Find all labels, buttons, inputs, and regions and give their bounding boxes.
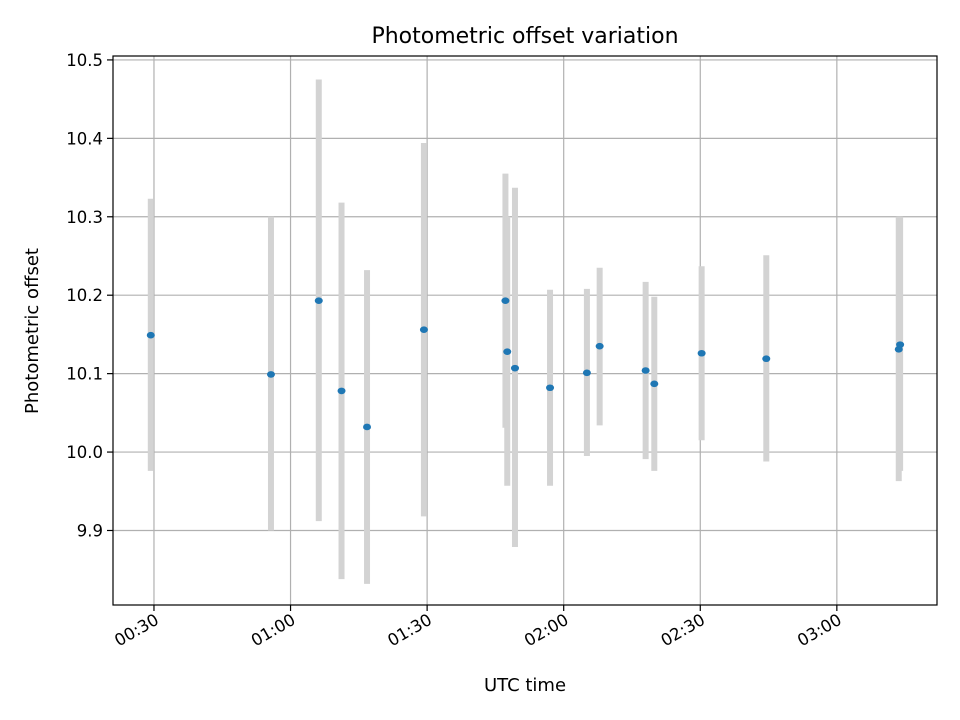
- y-tick-label: 10.2: [66, 286, 103, 305]
- x-axis-label: UTC time: [484, 675, 566, 696]
- y-tick-label: 9.9: [77, 521, 103, 540]
- x-tick-label: 02:30: [658, 610, 709, 650]
- x-tick-label: 01:30: [384, 610, 435, 650]
- y-axis-ticks: 9.9 10.0 10.1 10.2 10.3 10.4 10.5: [66, 51, 113, 540]
- y-axis-label: Photometric offset: [22, 248, 43, 414]
- data-point: [650, 380, 659, 388]
- data-point: [363, 423, 372, 431]
- data-point: [337, 387, 346, 395]
- data-point: [503, 348, 512, 355]
- chart-title: Photometric offset variation: [371, 24, 678, 49]
- data-point: [266, 371, 275, 378]
- x-tick-label: 00:30: [111, 610, 162, 650]
- x-tick-label: 01:00: [248, 610, 299, 650]
- data-point: [762, 355, 771, 363]
- grid-lines: [113, 56, 937, 605]
- y-tick-label: 10.4: [66, 129, 103, 148]
- data-point: [314, 297, 323, 304]
- data-point: [419, 326, 428, 334]
- plot-frame: [112, 55, 938, 606]
- data-point: [582, 369, 591, 377]
- y-tick-label: 10.1: [66, 365, 103, 384]
- data-point: [595, 342, 604, 350]
- error-bars: [147, 79, 904, 584]
- data-point: [510, 364, 519, 372]
- data-points: [146, 297, 905, 431]
- x-axis-ticks: 00:30 01:00 01:30 02:00 02:30 03:00: [111, 605, 845, 650]
- x-tick-label: 02:00: [521, 610, 572, 650]
- data-point: [697, 349, 706, 357]
- y-tick-label: 10.5: [66, 51, 103, 70]
- y-tick-label: 10.0: [66, 443, 103, 462]
- x-tick-label: 03:00: [794, 610, 845, 650]
- data-point: [546, 384, 555, 392]
- y-tick-label: 10.3: [66, 208, 103, 227]
- data-point: [501, 297, 510, 304]
- data-point: [896, 341, 905, 348]
- data-point: [146, 331, 155, 339]
- data-point: [641, 367, 650, 374]
